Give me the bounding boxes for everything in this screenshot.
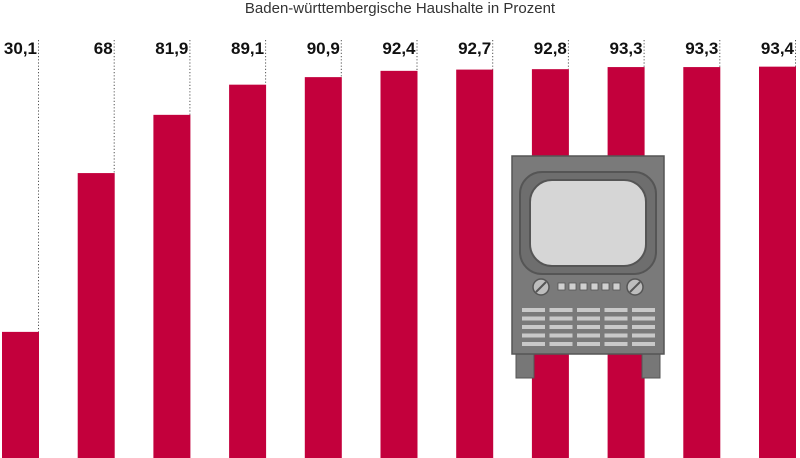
tv-grille-slot bbox=[604, 316, 628, 321]
value-label: 89,1 bbox=[231, 39, 264, 58]
tv-grille-slot bbox=[522, 333, 545, 338]
bar bbox=[759, 66, 796, 458]
tv-button bbox=[568, 282, 577, 291]
tv-grille-slot bbox=[549, 316, 573, 321]
value-label: 30,1 bbox=[4, 39, 37, 58]
tv-grille-slot bbox=[522, 308, 545, 312]
bars bbox=[2, 66, 796, 458]
tv-left-knob-mark bbox=[535, 281, 547, 293]
tv-right-knob-mark bbox=[629, 281, 641, 293]
bar bbox=[456, 69, 494, 458]
chart-subtitle: Baden-württembergische Haushalte in Proz… bbox=[245, 0, 556, 17]
tv-grille-slot bbox=[522, 325, 545, 329]
tv-button bbox=[590, 282, 599, 291]
value-label: 92,7 bbox=[458, 39, 491, 58]
tv-left-leg bbox=[515, 351, 535, 379]
tv-grille-slot bbox=[632, 342, 655, 346]
value-label: 93,3 bbox=[685, 39, 718, 58]
tv-grille-slot bbox=[522, 316, 545, 321]
value-label: 93,4 bbox=[761, 39, 795, 58]
tv-button bbox=[601, 282, 610, 291]
tv-grille-slot bbox=[549, 325, 573, 329]
tv-grille-slot bbox=[549, 308, 573, 312]
value-label: 92,4 bbox=[382, 39, 416, 58]
bar bbox=[77, 173, 115, 458]
value-labels: 30,1 68 81,9 89,1 90,9 92,4 92,7 92,8 93,3 93,3 93… bbox=[4, 39, 795, 58]
bar bbox=[153, 114, 191, 458]
tv-grille-slot bbox=[604, 308, 628, 312]
tv-screen bbox=[529, 179, 647, 267]
tv-button bbox=[612, 282, 621, 291]
tv-grille-slot bbox=[632, 308, 655, 312]
tv-grille-slot bbox=[577, 316, 600, 321]
value-label: 68 bbox=[94, 39, 113, 58]
bar bbox=[229, 84, 267, 458]
tv-grille-slot bbox=[577, 342, 600, 346]
tv-grille-slot bbox=[632, 333, 655, 338]
value-label: 90,9 bbox=[307, 39, 340, 58]
tv-button bbox=[579, 282, 588, 291]
tv-grille-slot bbox=[632, 325, 655, 329]
tv-icon bbox=[511, 155, 665, 379]
tv-grille-slot bbox=[604, 333, 628, 338]
tv-grille-slot bbox=[522, 342, 545, 346]
value-label: 81,9 bbox=[155, 39, 188, 58]
tv-grille-slot bbox=[604, 342, 628, 346]
value-label: 93,3 bbox=[610, 39, 643, 58]
tv-buttons bbox=[557, 282, 621, 291]
bar bbox=[2, 331, 39, 458]
tv-grille-slot bbox=[577, 308, 600, 312]
tv-button bbox=[557, 282, 566, 291]
bar bbox=[304, 77, 342, 458]
value-label: 92,8 bbox=[534, 39, 567, 58]
leader-lines bbox=[38, 40, 796, 332]
tv-grille-slot bbox=[577, 333, 600, 338]
tv-speaker-grille bbox=[522, 308, 655, 346]
tv-grille-slot bbox=[549, 342, 573, 346]
tv-grille-slot bbox=[632, 316, 655, 321]
tv-grille-slot bbox=[604, 325, 628, 329]
bar bbox=[683, 67, 721, 458]
bar bbox=[380, 70, 418, 458]
tv-grille-slot bbox=[577, 325, 600, 329]
tv-grille-slot bbox=[549, 333, 573, 338]
tv-right-leg bbox=[641, 351, 661, 379]
